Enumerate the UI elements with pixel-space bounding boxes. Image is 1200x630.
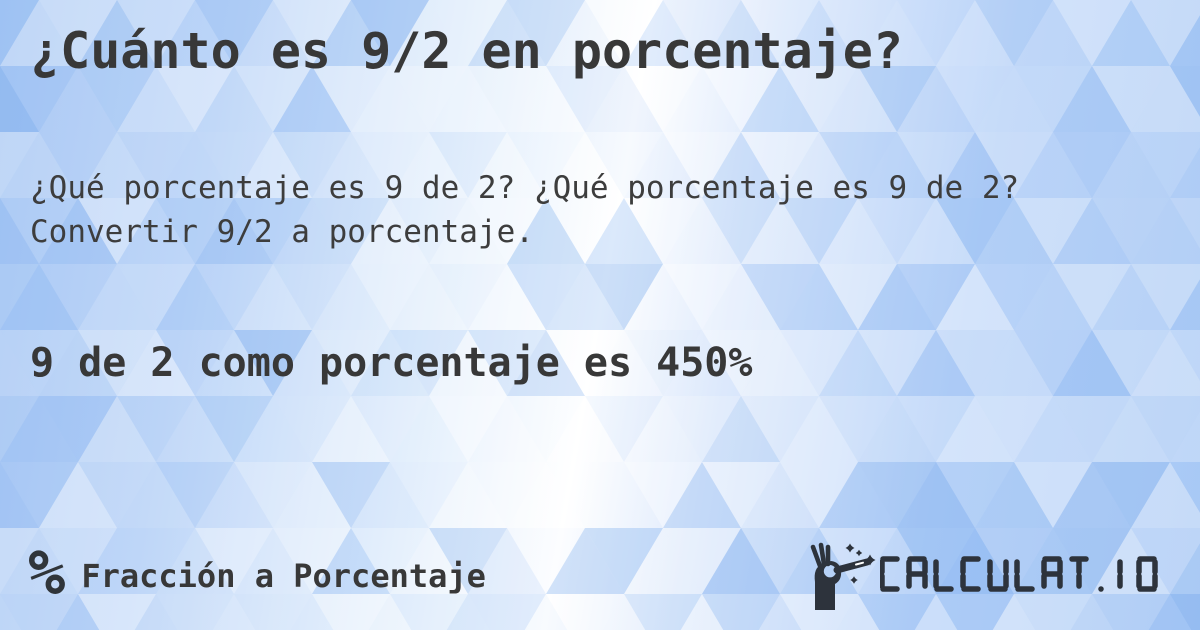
- calculatio-logo: [804, 540, 1172, 610]
- magic-wand-hand-icon: [810, 542, 876, 610]
- category-label: Fracción a Porcentaje: [81, 557, 486, 595]
- calculatio-logo-text: [880, 556, 1158, 592]
- page-title: ¿Cuánto es 9/2 en porcentaje?: [30, 22, 903, 80]
- category-badge: % Fracción a Porcentaje: [28, 536, 486, 609]
- answer-result-text: 9 de 2 como porcentaje es 450%: [30, 340, 753, 386]
- footer-bar: % Fracción a Porcentaje: [28, 540, 1172, 610]
- percent-icon: %: [28, 536, 66, 609]
- question-description: ¿Qué porcentaje es 9 de 2? ¿Qué porcenta…: [30, 170, 1020, 250]
